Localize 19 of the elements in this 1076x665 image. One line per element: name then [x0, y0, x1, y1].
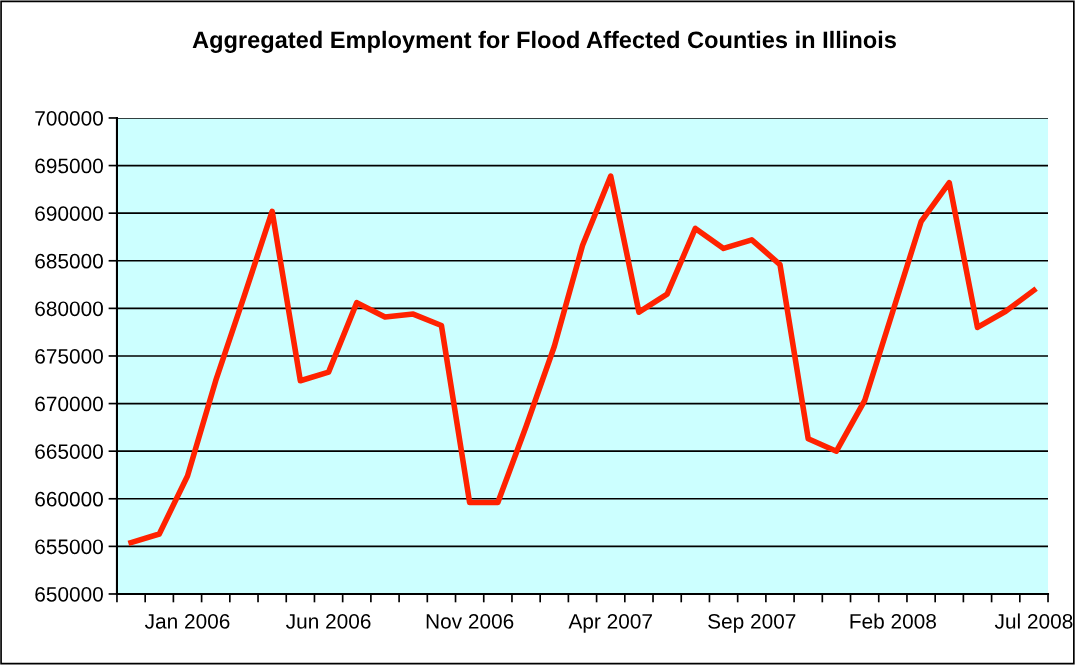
x-tick-label: Nov 2006 [426, 613, 514, 629]
y-tick-label: 685000 [35, 253, 103, 269]
x-tick-label: Jan 2006 [144, 613, 230, 629]
x-tick-label: Sep 2007 [708, 613, 796, 633]
x-tick-label: Jun 2006 [286, 613, 371, 629]
x-tick-label: Apr 2007 [568, 613, 652, 633]
x-tick-label: Feb 2008 [850, 613, 936, 629]
y-tick-label: 650000 [35, 586, 103, 602]
y-tick-label: 680000 [35, 301, 103, 317]
chart-title: Aggregated Employment for Flood Affected Counties in Illinois [192, 30, 896, 53]
y-tick-label: 670000 [35, 396, 103, 412]
y-tick-label: 675000 [35, 348, 103, 364]
y-tick-label: 665000 [35, 444, 103, 459]
y-tick-label: 655000 [35, 539, 103, 555]
y-tick-label: 660000 [35, 491, 103, 507]
y-tick-label: 690000 [35, 206, 103, 221]
x-tick-label: Jul 2008 [994, 613, 1073, 629]
y-tick-label: 695000 [35, 158, 103, 174]
y-tick-label: 700000 [35, 110, 103, 126]
